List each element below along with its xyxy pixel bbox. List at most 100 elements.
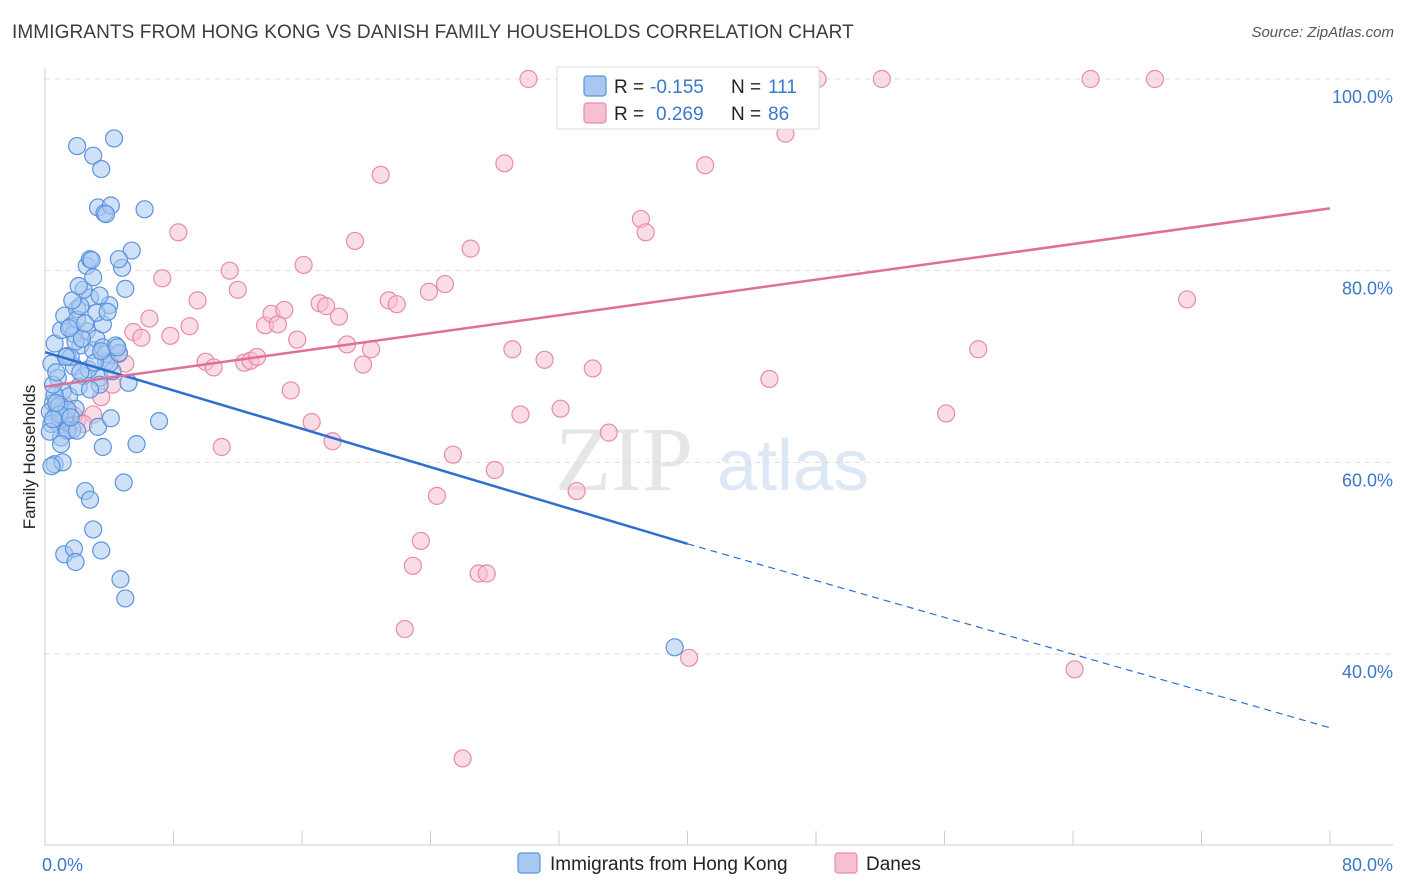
- source-credit: Source: ZipAtlas.com: [1251, 24, 1394, 41]
- hong-kong-point: [93, 437, 112, 457]
- hong-kong-point: [84, 146, 103, 165]
- y-tick-label: 80.0%: [1342, 279, 1393, 299]
- danes-point: [583, 359, 602, 378]
- legend-r-value-blue: -0.155: [650, 77, 704, 98]
- x-tick-label: 0.0%: [42, 855, 83, 875]
- hong-kong-point: [127, 435, 146, 454]
- danes-point: [275, 300, 294, 320]
- hong-kong-point: [92, 342, 111, 361]
- hong-kong-point: [82, 251, 101, 270]
- danes-point: [696, 156, 715, 175]
- hong-kong-point: [66, 552, 85, 572]
- danes-point: [461, 239, 480, 258]
- hong-kong-point: [98, 302, 117, 321]
- danes-point: [443, 445, 463, 464]
- series-legend-label-blue: Immigrants from Hong Kong: [550, 854, 788, 875]
- watermark-atlas: atlas: [717, 426, 869, 506]
- hong-kong-point: [122, 241, 141, 260]
- hong-kong-point: [80, 380, 100, 399]
- danes-point: [1065, 660, 1084, 679]
- danes-point: [760, 369, 779, 389]
- danes-point: [1177, 290, 1197, 309]
- danes-point: [345, 231, 365, 251]
- trend-line-hong-kong: [44, 350, 688, 545]
- danes-point: [567, 481, 586, 501]
- series-legend-swatch-blue: [517, 852, 541, 874]
- danes-point: [153, 269, 172, 288]
- danes-point: [495, 154, 514, 173]
- hong-kong-point: [109, 250, 128, 269]
- danes-point: [220, 261, 239, 280]
- danes-point: [169, 223, 188, 242]
- danes-point: [427, 486, 447, 505]
- danes-point: [1081, 69, 1100, 89]
- danes-point: [371, 165, 390, 184]
- danes-point: [485, 460, 504, 480]
- legend-r-label-blue: R =: [614, 77, 644, 98]
- danes-point: [1145, 69, 1165, 89]
- hong-kong-point: [90, 286, 109, 305]
- danes-point: [353, 355, 373, 374]
- hong-kong-point: [42, 457, 61, 476]
- danes-point: [535, 350, 554, 369]
- danes-point: [180, 317, 199, 336]
- danes-point: [212, 437, 231, 457]
- hong-kong-point: [47, 363, 66, 382]
- danes-point: [969, 340, 988, 359]
- danes-point: [511, 405, 530, 424]
- hong-kong-point: [80, 490, 100, 509]
- danes-point: [435, 274, 455, 294]
- danes-point: [519, 69, 538, 89]
- hong-kong-point: [111, 570, 130, 589]
- x-tick-label: 80.0%: [1342, 855, 1393, 875]
- legend-n-value-blue: 111: [768, 77, 797, 98]
- chart-title: IMMIGRANTS FROM HONG KONG VS DANISH FAMI…: [12, 22, 854, 43]
- hong-kong-point: [47, 393, 66, 413]
- danes-point: [599, 423, 618, 442]
- trend-lines: [44, 207, 1331, 729]
- hong-kong-point: [101, 409, 120, 428]
- legend-swatch-pink: [583, 102, 607, 124]
- series-legend-swatch-pink: [834, 852, 858, 874]
- hong-kong-point: [43, 410, 63, 429]
- hong-kong-points: [40, 129, 684, 657]
- danes-point: [329, 307, 349, 326]
- y-tick-labels: 40.0% 60.0% 80.0% 100.0%: [1332, 87, 1393, 682]
- hong-kong-point: [84, 520, 103, 539]
- y-tick-label: 60.0%: [1342, 470, 1393, 490]
- danes-point: [228, 280, 247, 299]
- hong-kong-point: [104, 129, 124, 148]
- hong-kong-point: [92, 159, 111, 179]
- hong-kong-point: [69, 276, 88, 296]
- danes-point: [872, 69, 891, 89]
- danes-point: [411, 531, 430, 551]
- x-tick-labels: 0.0% 80.0%: [42, 855, 1393, 875]
- series-legend: Immigrants from Hong Kong Danes: [517, 852, 921, 875]
- hong-kong-point: [51, 435, 71, 454]
- correlation-legend: R = -0.155 N = 111 R = 0.269 N = 86: [556, 66, 820, 130]
- series-legend-label-pink: Danes: [866, 854, 921, 875]
- danes-point: [395, 619, 414, 639]
- hong-kong-point: [96, 205, 116, 224]
- legend-swatch-blue: [583, 75, 607, 97]
- legend-n-value-pink: 86: [768, 104, 789, 125]
- danes-point: [636, 223, 655, 242]
- danes-point: [132, 328, 151, 347]
- danes-point: [188, 291, 207, 310]
- hong-kong-point: [76, 314, 95, 333]
- hong-kong-point: [116, 589, 135, 608]
- hong-kong-point: [61, 408, 80, 427]
- hong-kong-point: [114, 473, 133, 492]
- hong-kong-point: [92, 541, 111, 560]
- hong-kong-point: [88, 417, 108, 436]
- danes-point: [281, 381, 300, 400]
- hong-kong-point: [108, 338, 127, 357]
- danes-point: [302, 412, 321, 432]
- hong-kong-point: [135, 200, 154, 219]
- hong-kong-point: [71, 363, 90, 382]
- hong-kong-point: [59, 319, 79, 338]
- danes-point: [503, 340, 522, 359]
- legend-n-label-pink: N =: [731, 104, 761, 125]
- trend-line-hong-kong-extension: [687, 543, 1331, 729]
